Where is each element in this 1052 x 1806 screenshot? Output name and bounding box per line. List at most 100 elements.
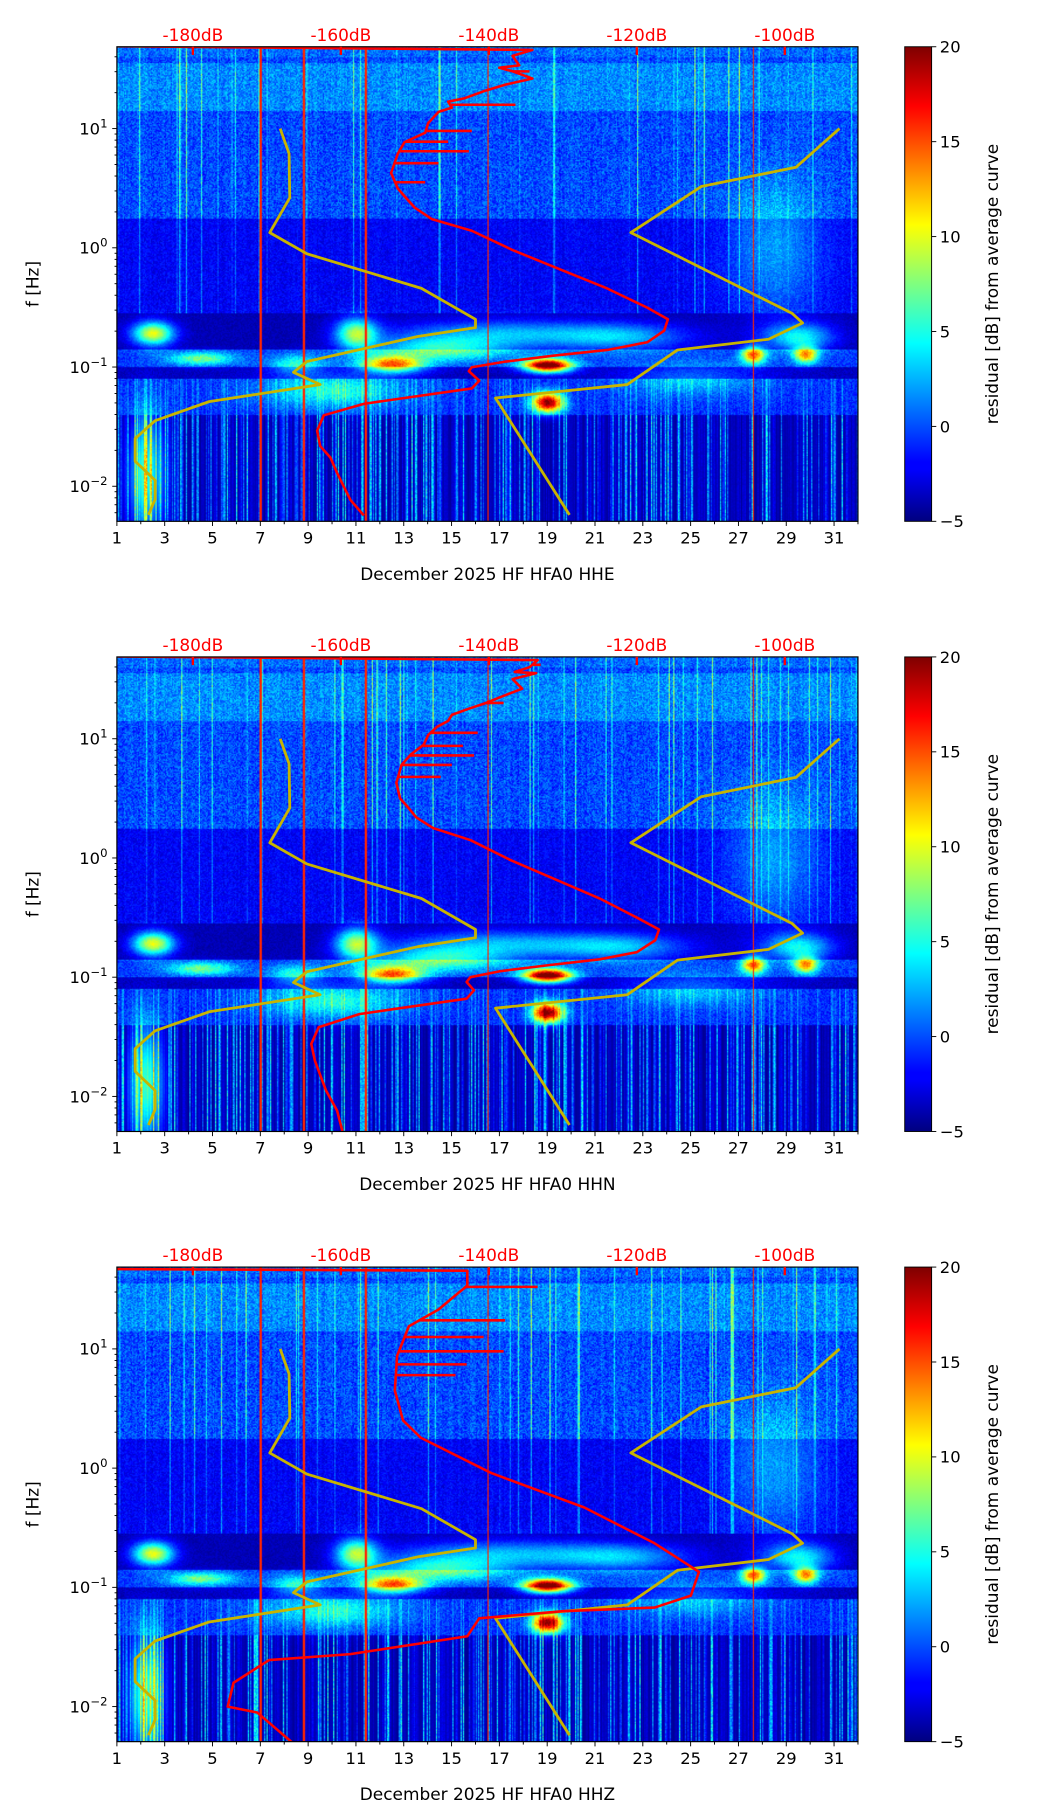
y-tick-label: 10−2 xyxy=(69,474,107,496)
x-tick-label: 1 xyxy=(112,529,122,548)
y-tick-label: 100 xyxy=(79,236,107,258)
plot-frame xyxy=(116,46,859,522)
y-tick-exponent: −2 xyxy=(90,1084,107,1098)
y-tick-base: 10 xyxy=(79,1340,100,1359)
high-noise-model-line xyxy=(494,1347,841,1736)
y-tick-exponent: −1 xyxy=(90,965,107,979)
top-db-label: -140dB xyxy=(458,635,519,655)
x-tick-label: 11 xyxy=(346,1749,367,1768)
colorbar-frame xyxy=(904,1266,933,1743)
x-tick-label: 29 xyxy=(776,1749,797,1768)
colorbar-tick-label: 0 xyxy=(940,1027,950,1046)
colorbar-tick-label: −5 xyxy=(940,512,964,531)
y-tick-label: 10−1 xyxy=(69,355,107,377)
curves xyxy=(116,656,841,1132)
x-tick-label: 15 xyxy=(441,529,462,548)
x-tick-label: 9 xyxy=(303,1139,313,1158)
x-axis-label: December 2025 HF HFA0 HHZ xyxy=(360,1784,615,1804)
colorbar-tick-label: 15 xyxy=(940,1353,961,1372)
y-tick-base: 10 xyxy=(69,968,90,987)
psd-curve-line xyxy=(116,1267,701,1742)
y-tick-exponent: 1 xyxy=(100,1337,107,1351)
top-db-label: -160dB xyxy=(310,635,371,655)
top-db-label: -140dB xyxy=(458,25,519,45)
colorbar-tick-label: 0 xyxy=(940,1638,950,1657)
y-tick-exponent: 0 xyxy=(100,1456,107,1470)
x-tick-label: 9 xyxy=(303,1749,313,1768)
colorbar-frame xyxy=(904,46,933,522)
colorbar-tick-label: 20 xyxy=(940,38,961,57)
x-tick-label: 15 xyxy=(441,1139,462,1158)
x-tick-label: 5 xyxy=(207,529,217,548)
top-db-label: -100dB xyxy=(754,25,815,45)
y-tick-exponent: 1 xyxy=(100,727,107,741)
x-tick-label: 25 xyxy=(680,529,701,548)
top-db-label: -120dB xyxy=(606,25,667,45)
colorbar-tick-label: 10 xyxy=(940,227,961,246)
x-tick-label: 29 xyxy=(776,529,797,548)
x-axis-label: December 2025 HF HFA0 HHN xyxy=(359,1174,615,1194)
colorbar-tick-label: 20 xyxy=(940,1258,961,1277)
top-db-label: -180dB xyxy=(162,25,223,45)
colorbar-tick-label: −5 xyxy=(940,1122,964,1141)
curves xyxy=(116,46,841,517)
x-tick-label: 5 xyxy=(207,1139,217,1158)
top-db-label: -100dB xyxy=(754,1245,815,1265)
x-tick-label: 31 xyxy=(824,1749,845,1768)
y-tick-label: 100 xyxy=(79,846,107,868)
y-axis-label: f [Hz] xyxy=(23,261,43,307)
top-db-label: -140dB xyxy=(458,1245,519,1265)
top-db-label: -100dB xyxy=(754,635,815,655)
x-tick-label: 31 xyxy=(824,1139,845,1158)
plot-frame xyxy=(116,656,859,1133)
y-tick-base: 10 xyxy=(79,1459,100,1478)
x-tick-label: 21 xyxy=(585,529,606,548)
x-tick-label: 1 xyxy=(112,1139,122,1158)
y-axis-label: f [Hz] xyxy=(23,1481,43,1527)
x-tick-label: 17 xyxy=(489,1139,510,1158)
curves xyxy=(116,1267,841,1742)
y-tick-base: 10 xyxy=(79,239,100,258)
y-tick-label: 101 xyxy=(79,727,107,749)
x-tick-label: 19 xyxy=(537,1139,558,1158)
y-tick-base: 10 xyxy=(69,477,90,496)
y-tick-label: 10−1 xyxy=(69,965,107,987)
colorbar-tick-label: 5 xyxy=(940,322,950,341)
colorbar-tick-label: 5 xyxy=(940,1543,950,1562)
x-tick-label: 15 xyxy=(441,1749,462,1768)
y-tick-exponent: −2 xyxy=(90,1694,107,1708)
x-tick-label: 27 xyxy=(728,1139,749,1158)
x-tick-label: 21 xyxy=(585,1749,606,1768)
y-tick-label: 101 xyxy=(79,116,107,138)
x-tick-label: 21 xyxy=(585,1139,606,1158)
high-noise-model-line xyxy=(494,127,841,516)
low-noise-model-line xyxy=(133,128,477,516)
top-db-label: -120dB xyxy=(606,635,667,655)
x-tick-label: 27 xyxy=(728,1749,749,1768)
x-tick-label: 13 xyxy=(393,1749,414,1768)
top-db-label: -120dB xyxy=(606,1245,667,1265)
high-noise-model-line xyxy=(494,737,841,1126)
y-tick-base: 10 xyxy=(69,1578,90,1597)
colorbar-tick-label: −5 xyxy=(940,1732,964,1751)
top-db-label: -180dB xyxy=(162,1245,223,1265)
colorbar-hhn xyxy=(904,656,932,1132)
x-tick-label: 23 xyxy=(632,1139,653,1158)
x-tick-label: 19 xyxy=(537,1749,558,1768)
y-tick-label: 10−1 xyxy=(69,1575,107,1597)
colorbar-hhe xyxy=(904,46,932,522)
y-tick-base: 10 xyxy=(79,119,100,138)
x-tick-label: 13 xyxy=(393,1139,414,1158)
colorbar-tick-label: 10 xyxy=(940,1448,961,1467)
x-tick-label: 9 xyxy=(303,529,313,548)
x-tick-label: 17 xyxy=(489,529,510,548)
x-tick-label: 7 xyxy=(255,1749,265,1768)
y-tick-base: 10 xyxy=(69,1087,90,1106)
x-tick-label: 7 xyxy=(255,1139,265,1158)
x-tick-label: 25 xyxy=(680,1749,701,1768)
x-tick-label: 3 xyxy=(159,1749,169,1768)
y-tick-exponent: 1 xyxy=(100,116,107,130)
